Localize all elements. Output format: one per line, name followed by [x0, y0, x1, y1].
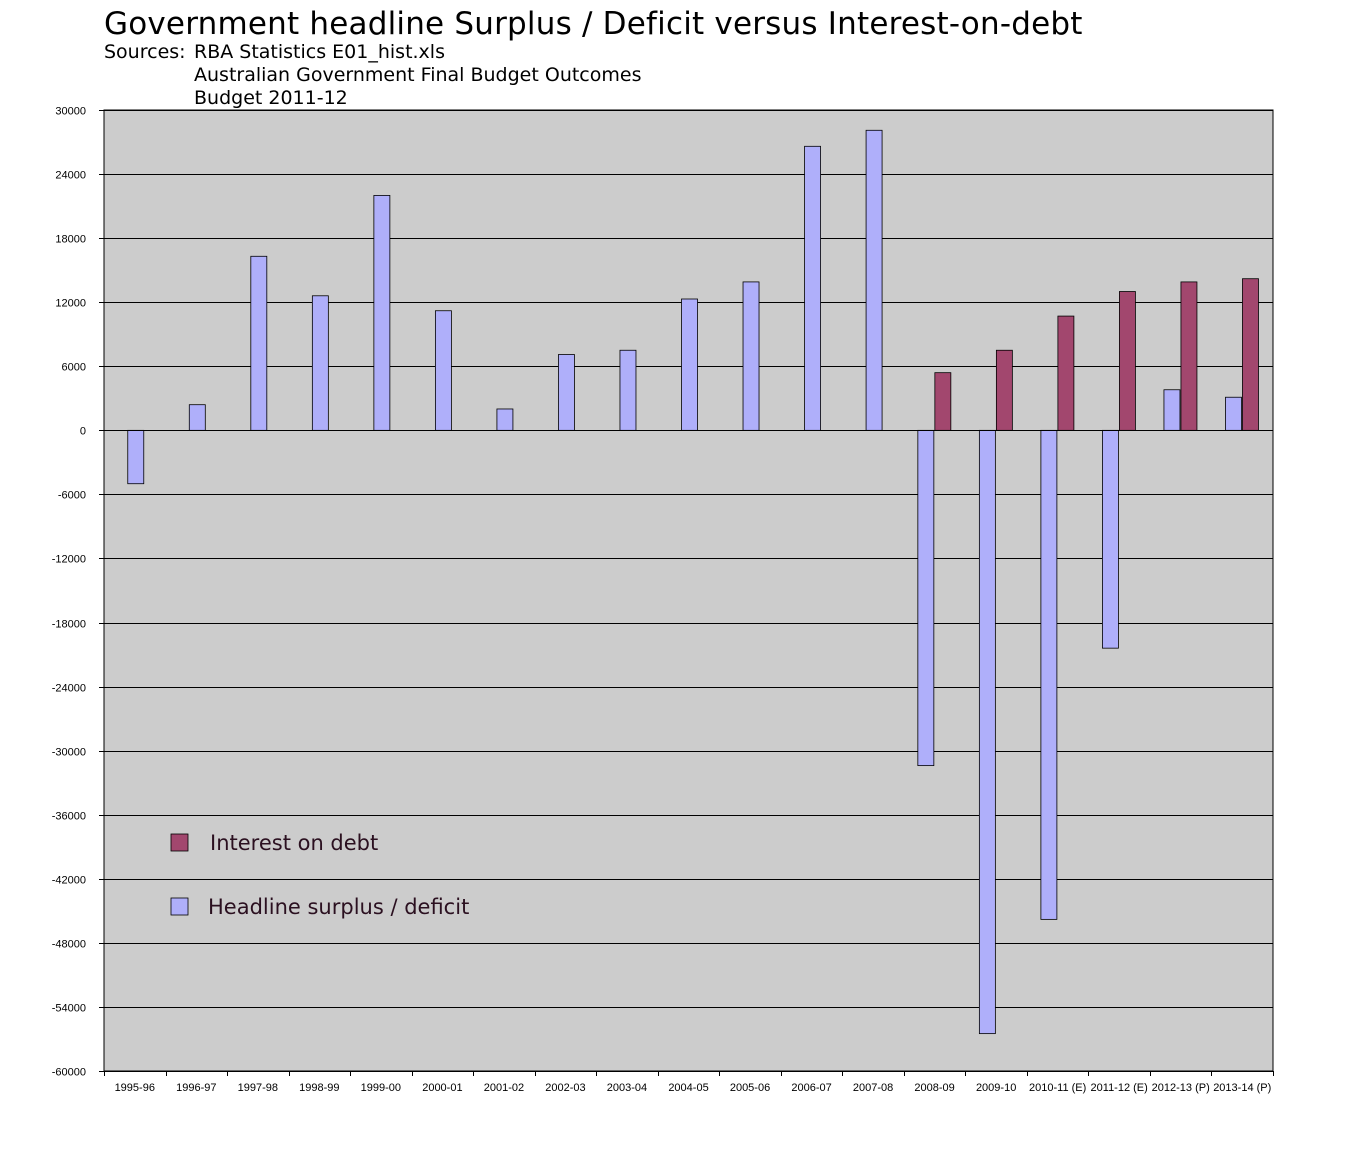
bar-interest-on-debt: [934, 372, 952, 431]
bar-headline-surplus-deficit: [311, 295, 329, 431]
x-tick-label: 2001-02: [484, 1082, 524, 1094]
bar-headline-surplus-deficit: [1225, 396, 1242, 431]
x-tick-label: 2013-14 (P): [1213, 1082, 1271, 1094]
x-tick-label: 2012-13 (P): [1152, 1082, 1210, 1094]
bar-headline-surplus-deficit: [742, 281, 760, 431]
y-tick-label: 0: [80, 426, 86, 438]
bar-headline-surplus-deficit: [978, 429, 996, 1035]
x-tick-label: 2007-08: [853, 1082, 893, 1094]
x-tick-label: 2011-12 (E): [1091, 1082, 1148, 1094]
source-line-3: Budget 2011-12: [194, 87, 348, 109]
y-tick-label: -30000: [52, 747, 86, 759]
x-tick-label: 2005-06: [730, 1082, 770, 1094]
x-tick-label: 2008-09: [914, 1082, 954, 1094]
bar-interest-on-debt: [995, 349, 1013, 431]
y-tick-label: -54000: [52, 1003, 86, 1015]
bar-headline-surplus-deficit: [250, 255, 268, 431]
y-tick-label: 18000: [55, 234, 86, 246]
bar-interest-on-debt: [1119, 291, 1136, 431]
bar-headline-surplus-deficit: [1102, 429, 1119, 649]
bar-interest-on-debt: [1242, 278, 1259, 431]
x-tick-label: 2004-05: [668, 1082, 708, 1094]
bar-headline-surplus-deficit: [188, 404, 206, 431]
y-tick-label: -60000: [52, 1067, 86, 1079]
bar-headline-surplus-deficit: [804, 145, 821, 431]
source-line-1: RBA Statistics E01_hist.xls: [194, 41, 445, 63]
x-tick-label: 2000-01: [422, 1082, 462, 1094]
legend-swatch: [170, 833, 189, 852]
bar-headline-surplus-deficit: [373, 195, 391, 431]
legend-swatch: [170, 897, 189, 916]
legend-label: Headline surplus / deficit: [208, 895, 469, 919]
bar-headline-surplus-deficit: [619, 349, 637, 431]
plot-area: [103, 109, 1274, 1072]
y-tick-label: -48000: [52, 939, 86, 951]
source-line-2: Australian Government Final Budget Outco…: [194, 64, 642, 86]
x-tick-label: 1997-98: [238, 1082, 278, 1094]
bar-interest-on-debt: [1057, 315, 1075, 431]
bar-headline-surplus-deficit: [558, 354, 575, 431]
bar-headline-surplus-deficit: [1163, 389, 1181, 431]
sources-label: Sources:: [104, 41, 186, 63]
x-tick-label: 1996-97: [176, 1082, 216, 1094]
x-tick-label: 1998-99: [299, 1082, 339, 1094]
x-tick-label: 2003-04: [607, 1082, 647, 1094]
x-tick-label: 2002-03: [545, 1082, 585, 1094]
bar-headline-surplus-deficit: [917, 429, 935, 767]
bar-headline-surplus-deficit: [496, 408, 514, 431]
y-tick-label: -24000: [52, 683, 86, 695]
bar-headline-surplus-deficit: [127, 429, 145, 485]
x-tick-label: 1995-96: [115, 1082, 155, 1094]
x-tick-label: 2006-07: [791, 1082, 831, 1094]
chart-title: Government headline Surplus / Deficit ve…: [104, 6, 1083, 42]
bar-headline-surplus-deficit: [1040, 429, 1058, 920]
y-tick-label: 6000: [62, 362, 86, 374]
legend-label: Interest on debt: [210, 831, 378, 855]
bar-interest-on-debt: [1180, 281, 1198, 431]
y-tick-label: -12000: [52, 554, 86, 566]
y-tick-label: -18000: [52, 619, 86, 631]
bar-headline-surplus-deficit: [434, 310, 452, 431]
y-tick-label: 24000: [55, 170, 86, 182]
x-tick-label: 1999-00: [361, 1082, 401, 1094]
y-tick-label: 12000: [55, 298, 86, 310]
y-tick-label: -6000: [58, 490, 86, 502]
bar-headline-surplus-deficit: [865, 129, 883, 431]
x-tick-label: 2009-10: [976, 1082, 1016, 1094]
y-tick-label: 30000: [55, 106, 86, 118]
bar-headline-surplus-deficit: [681, 298, 698, 431]
x-tick-label: 2010-11 (E): [1029, 1082, 1086, 1094]
y-tick-label: -42000: [52, 875, 86, 887]
y-tick-label: -36000: [52, 811, 86, 823]
